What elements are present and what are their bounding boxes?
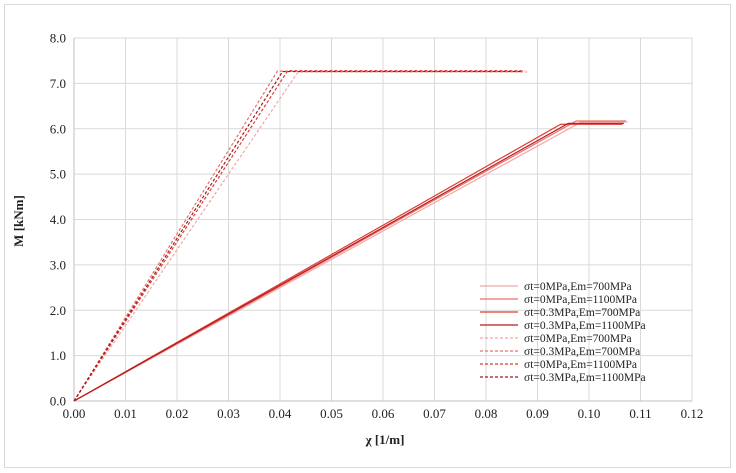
axes (73, 38, 692, 402)
series-line-4 (73, 122, 625, 402)
series-lines (73, 70, 628, 402)
legend-entry-8: σt=0.3MPa,Em=1100MPa (524, 372, 646, 384)
legend-entry-4: σt=0.3MPa,Em=1100MPa (524, 320, 646, 332)
y-tick-label: 1.0 (50, 348, 66, 363)
y-tick-label: 7.0 (50, 76, 66, 91)
x-axis-label: χ [1/m] (365, 432, 405, 447)
x-tick-label: 0.12 (681, 406, 704, 421)
x-tick-label: 0.01 (114, 406, 137, 421)
x-tick-label: 0.03 (217, 406, 240, 421)
y-tick-label: 3.0 (50, 257, 66, 272)
y-tick-label: 6.0 (50, 121, 66, 136)
y-tick-label: 2.0 (50, 303, 66, 318)
legend-entry-7: σt=0MPa,Em=1100MPa (524, 359, 637, 371)
series-line-8 (73, 70, 524, 402)
x-tick-label: 0.06 (372, 406, 395, 421)
x-tick-label: 0.07 (423, 406, 446, 421)
y-tick-label: 4.0 (50, 212, 66, 227)
tick-labels: 0.00 0.01 0.02 0.03 0.04 0.05 0.06 0.07 0.08 0.09… (50, 31, 704, 422)
x-tick-label: 0.11 (629, 406, 651, 421)
legend-entry-5: σt=0MPa,Em=700MPa (524, 333, 632, 345)
y-tick-label: 5.0 (50, 167, 66, 182)
series-line-7 (73, 70, 525, 402)
series-line-6 (73, 70, 523, 402)
y-axis-label: M [kNm] (11, 195, 26, 247)
y-tick-label: 8.0 (50, 31, 66, 46)
series-line-2 (73, 120, 627, 402)
x-tick-label: 0.02 (166, 406, 189, 421)
x-tick-label: 0.00 (63, 406, 86, 421)
x-tick-label: 0.09 (526, 406, 549, 421)
legend-entry-1: σt=0MPa,Em=700MPa (524, 281, 632, 293)
series-line-1 (73, 121, 628, 402)
legend-entry-2: σt=0MPa,Em=1100MPa (524, 294, 637, 306)
series-line-5 (73, 71, 528, 402)
x-tick-label: 0.10 (578, 406, 601, 421)
x-tick-label: 0.08 (475, 406, 498, 421)
legend: σt=0MPa,Em=700MPaσt=0MPa,Em=1100MPaσt=0.… (480, 281, 646, 384)
series-line-3 (73, 123, 623, 402)
legend-entry-6: σt=0.3MPa,Em=700MPa (524, 346, 640, 358)
y-tick-label: 0.0 (50, 394, 66, 409)
x-tick-label: 0.04 (269, 406, 292, 421)
legend-entry-3: σt=0.3MPa,Em=700MPa (524, 307, 640, 319)
x-tick-label: 0.05 (320, 406, 343, 421)
